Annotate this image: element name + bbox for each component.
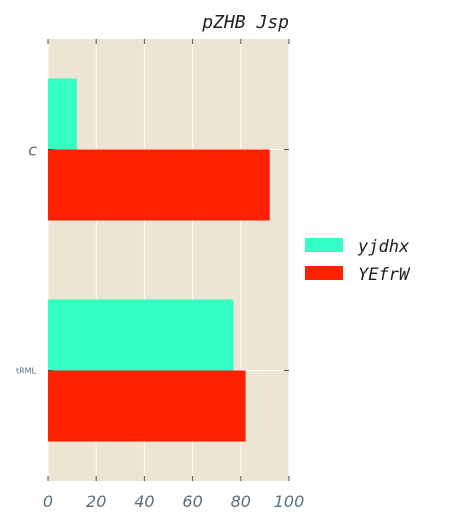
legend: yjdhx YEfrW — [305, 237, 411, 285]
x-tick-label: 60 — [182, 492, 202, 511]
x-tick-label: 100 — [274, 492, 305, 511]
bars-layer — [48, 78, 270, 442]
bar-YEfrW-tRML — [48, 370, 246, 442]
x-tick-label: 20 — [86, 492, 106, 511]
bar-yjdhx-tRML — [48, 299, 234, 371]
x-tick-label: 0 — [43, 492, 53, 511]
legend-label-YEfrW: YEfrW — [358, 265, 411, 285]
bar-YEfrW-c — [48, 149, 270, 221]
legend-swatch-YEfrW — [305, 266, 343, 280]
y-tick-label: c — [28, 141, 37, 160]
x-tick-label: 80 — [231, 492, 251, 511]
chart-title: pZHB Jsp — [201, 12, 289, 33]
ticks-layer: 0 20 40 60 80 100 c tRML — [16, 39, 304, 511]
legend-swatch-yjdhx — [305, 238, 343, 252]
bar-yjdhx-c — [48, 78, 77, 150]
y-tick-label: tRML — [16, 367, 37, 376]
legend-label-yjdhx: yjdhx — [357, 237, 410, 257]
x-tick-label: 40 — [134, 492, 154, 511]
